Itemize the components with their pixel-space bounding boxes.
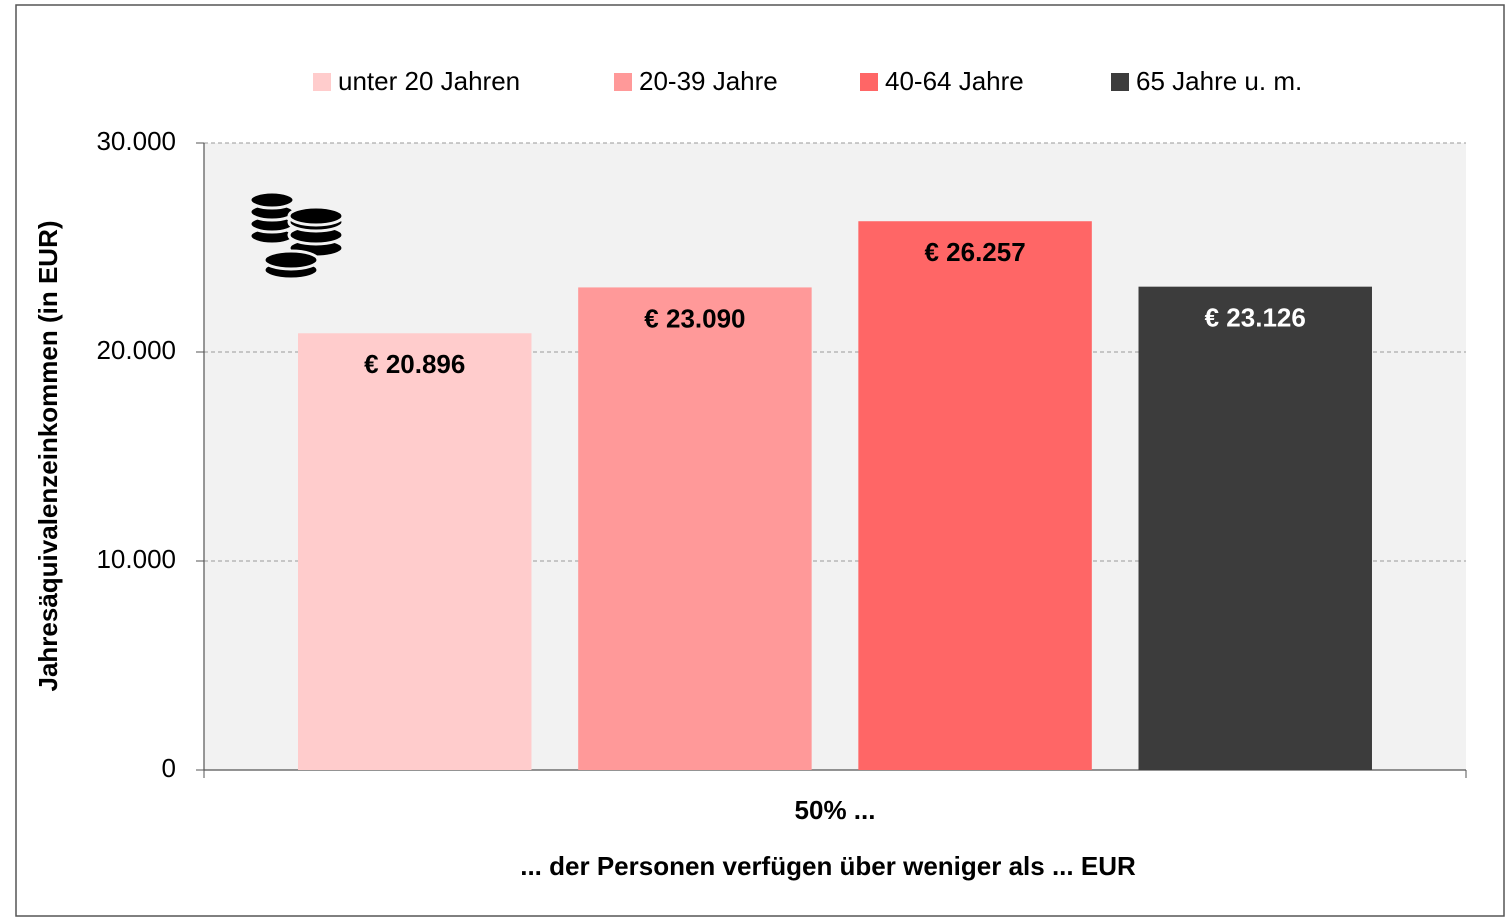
legend-label: 65 Jahre u. m. — [1136, 66, 1302, 96]
legend-swatch — [313, 73, 331, 91]
legend-label: 20-39 Jahre — [639, 66, 778, 96]
bar — [578, 287, 812, 770]
bar — [1138, 286, 1372, 770]
legend-swatch — [1111, 73, 1129, 91]
legend-swatch — [614, 73, 632, 91]
legend-label: 40-64 Jahre — [885, 66, 1024, 96]
value-label: € 26.257 — [924, 237, 1025, 267]
y-tick-label: 0 — [162, 753, 176, 783]
value-label: € 23.126 — [1205, 303, 1306, 333]
legend-swatch — [860, 73, 878, 91]
x-tick-label: 50% ... — [795, 795, 876, 825]
y-tick-label: 30.000 — [96, 126, 176, 156]
legend-label: unter 20 Jahren — [338, 66, 520, 96]
y-tick-label: 20.000 — [96, 335, 176, 365]
value-label: € 20.896 — [364, 349, 465, 379]
value-label: € 23.090 — [644, 303, 745, 333]
y-tick-label: 10.000 — [96, 544, 176, 574]
x-axis-title: ... der Personen verfügen über weniger a… — [520, 851, 1136, 881]
bar — [298, 333, 532, 770]
bar — [858, 221, 1092, 770]
coins-icon — [248, 190, 345, 281]
y-axis-title: Jahresäquivalenzeinkommen (in EUR) — [33, 220, 63, 691]
